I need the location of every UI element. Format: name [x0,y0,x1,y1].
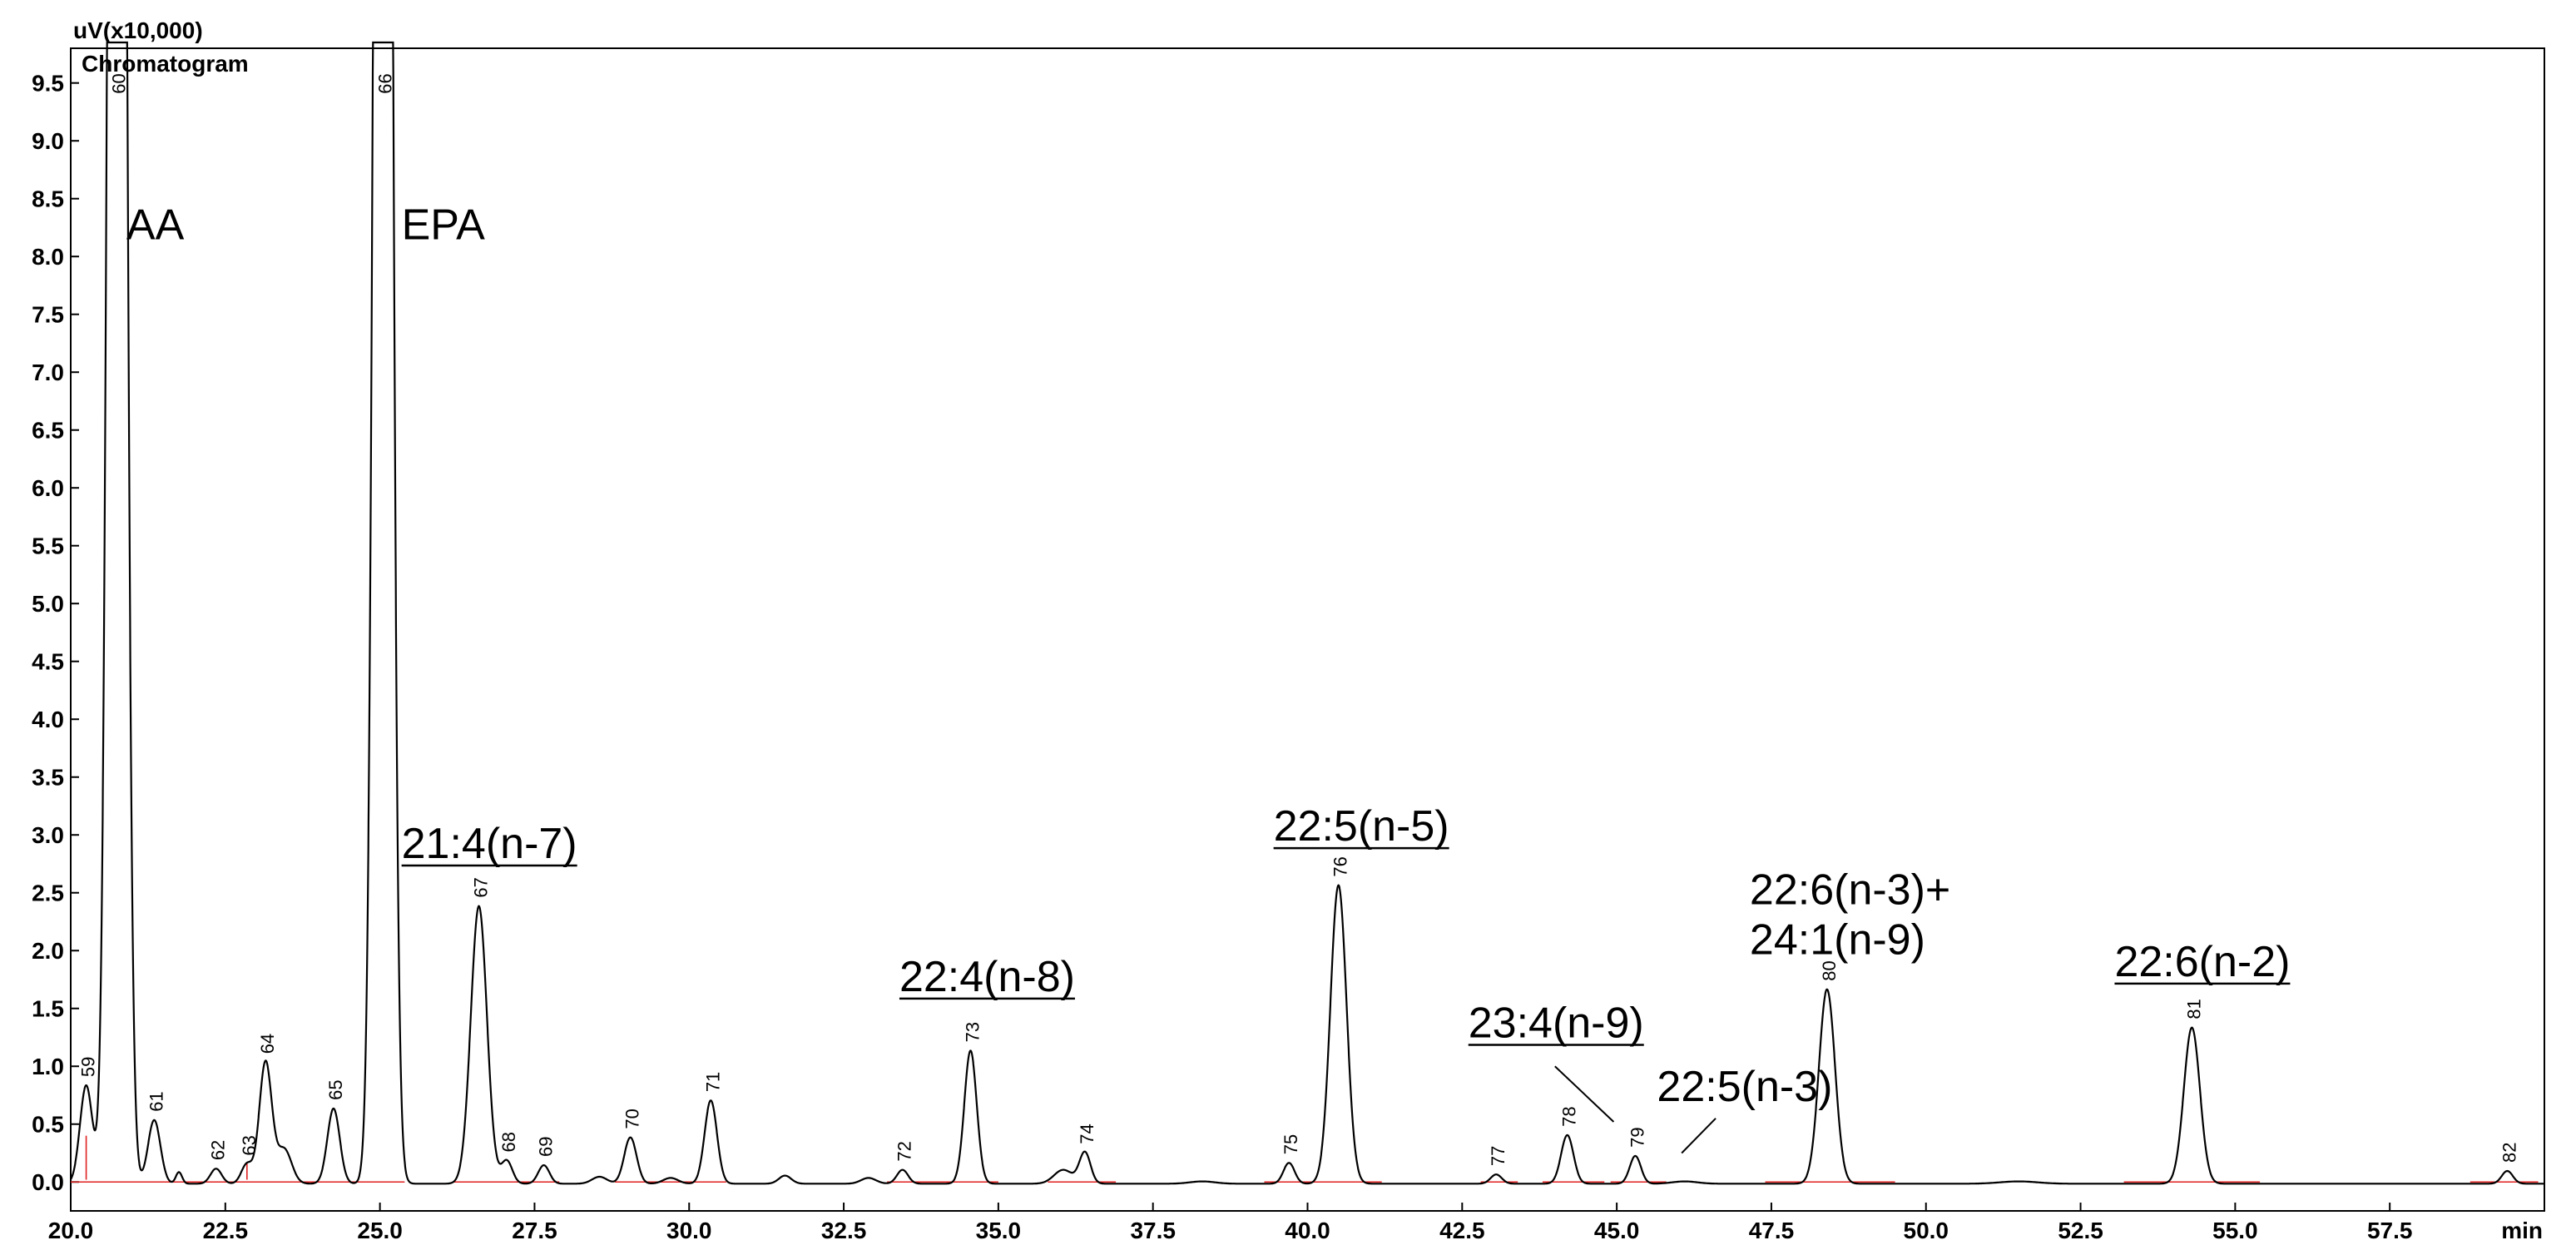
peak-number-label: 60 [109,73,130,93]
compound-annotation: AA [126,201,185,249]
chart-title: Chromatogram [82,51,249,77]
leader-line [1681,1118,1717,1154]
peak-number-label: 65 [325,1079,346,1099]
leader-line [1554,1065,1615,1123]
x-tick-label: 30.0 [666,1218,712,1243]
y-tick-label: 6.0 [32,475,64,501]
y-tick-label: 5.5 [32,533,64,559]
x-tick-label: 40.0 [1285,1218,1330,1243]
peak-number-label: 71 [702,1072,723,1092]
axis-ticks: 20.0 22.5 25.0 27.5 30.0 32.5 35.0 37.5 40.0 42.5… [32,71,2412,1243]
peak-number-label: 61 [146,1091,166,1111]
compound-annotation: 22:6(n-3)+24:1(n-9) [1750,866,1950,965]
y-tick-label: 7.0 [32,360,64,385]
x-tick-label: 57.5 [2367,1218,2413,1243]
y-tick-label: 4.0 [32,707,64,732]
x-tick-label: 27.5 [512,1218,557,1243]
peak-number-label: 68 [498,1132,519,1152]
y-tick-label: 5.0 [32,591,64,617]
y-tick-label: 3.0 [32,822,64,848]
compound-label: 23:4(n-9) [1469,999,1644,1047]
annotations: AA EPA 21:4(n-7) 22:4(n-8) 22:5(n-5) 23:4(n-9… [126,201,2291,1154]
peak-number-label: 73 [962,1022,983,1042]
y-tick-label: 0.5 [32,1112,64,1138]
compound-label: 22:5(n-5) [1274,802,1449,851]
compound-annotation: 22:5(n-5) [1273,802,1449,851]
peak-number-label: 81 [2183,999,2204,1019]
peak-number-label: 66 [374,73,395,93]
compound-label: EPA [402,201,486,249]
x-tick-label: 20.0 [48,1218,94,1243]
y-tick-label: 1.0 [32,1054,64,1079]
y-tick-label: 7.5 [32,302,64,328]
y-tick-label: 2.0 [32,938,64,964]
peak-number-label: 78 [1559,1106,1580,1126]
peak-number-label: 74 [1077,1124,1097,1143]
compound-label: 24:1(n-9) [1750,916,1925,965]
peak-number-label: 59 [78,1057,99,1077]
y-tick-label: 6.5 [32,418,64,444]
x-tick-label: 55.0 [2212,1218,2258,1243]
y-tick-label: 8.0 [32,244,64,270]
x-tick-label: 45.0 [1594,1218,1640,1243]
y-tick-label: 4.5 [32,649,64,675]
y-tick-label: 1.5 [32,996,64,1022]
x-tick-label: 37.5 [1130,1218,1176,1243]
peak-number-label: 82 [2499,1142,2519,1162]
peak-number-label: 64 [257,1034,278,1054]
y-unit-label: uV(x10,000) [73,17,203,43]
y-tick-label: 3.5 [32,765,64,791]
x-tick-label: 35.0 [976,1218,1022,1243]
y-tick-label: 0.0 [32,1169,64,1195]
peak-number-label: 67 [471,877,492,897]
peak-labels: 59 60 61 62 63 64 65 66 67 68 69 70 71 72 73 74 75 76 77 78… [78,73,2520,1166]
y-tick-label: 9.0 [32,128,64,154]
x-tick-label: 25.0 [357,1218,403,1243]
x-tick-label: 22.5 [203,1218,249,1243]
x-tick-label: 42.5 [1439,1218,1485,1243]
compound-label: 22:6(n-3)+ [1750,866,1950,915]
baselines [71,1135,2539,1183]
peak-number-label: 72 [894,1141,915,1161]
x-tick-label: 52.5 [2058,1218,2103,1243]
compound-annotation: 21:4(n-7) [401,820,577,868]
compound-annotation: 22:6(n-2) [2114,938,2291,986]
x-axis-label: min [2501,1218,2543,1243]
compound-label: 22:4(n-8) [899,953,1075,1001]
compound-label: 22:6(n-2) [2114,938,2290,986]
peak-number-label: 69 [536,1137,557,1157]
y-tick-label: 8.5 [32,186,64,212]
peak-number-label: 79 [1627,1127,1647,1147]
peak-number-label: 63 [239,1135,260,1155]
compound-annotation: 22:4(n-8) [899,953,1075,1001]
compound-label: 21:4(n-7) [402,820,577,868]
peak-number-label: 76 [1330,856,1351,876]
compound-annotation: 23:4(n-9) [1468,999,1644,1123]
peak-number-label: 80 [1819,960,1840,980]
peak-number-label: 77 [1488,1146,1508,1166]
chromatogram-trace [70,41,2544,1185]
x-tick-label: 32.5 [821,1218,867,1243]
x-tick-label: 47.5 [1749,1218,1795,1243]
compound-annotation: EPA [402,201,486,249]
compound-label: 22:5(n-3) [1657,1063,1832,1111]
y-tick-label: 2.5 [32,881,64,906]
peak-number-label: 70 [622,1109,643,1129]
compound-label: AA [126,201,185,249]
peak-number-label: 75 [1281,1134,1301,1154]
trace-group [70,41,2544,1185]
compound-annotation: 22:5(n-3) [1657,1063,1832,1154]
x-tick-label: 50.0 [1904,1218,1949,1243]
y-tick-label: 9.5 [32,71,64,97]
peak-number-label: 62 [208,1140,229,1160]
